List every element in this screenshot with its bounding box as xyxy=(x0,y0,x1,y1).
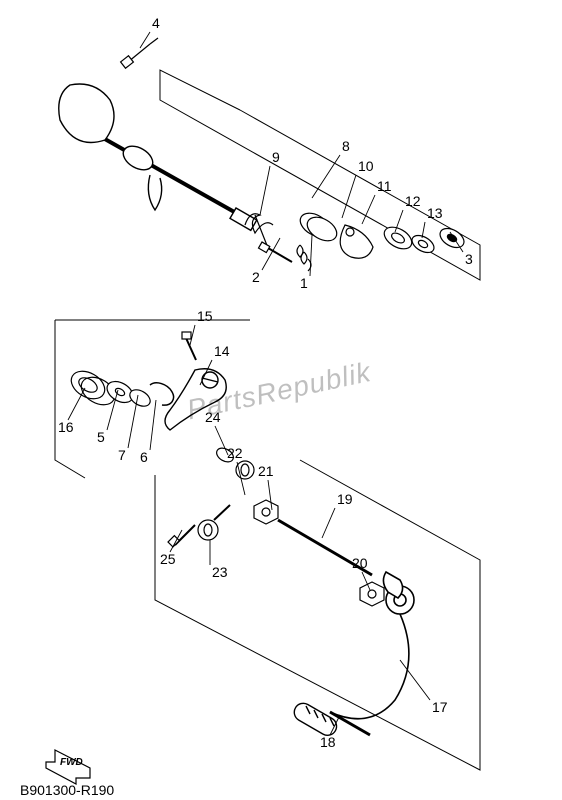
parts-diagram: FWD B901300-R190 PartsRepublik 123456789… xyxy=(0,0,562,800)
part-25-bolt xyxy=(168,525,195,547)
callout-number: 20 xyxy=(352,555,368,571)
part-21-nut xyxy=(254,500,278,524)
callout-number: 13 xyxy=(427,205,443,221)
callout-number: 10 xyxy=(358,158,374,174)
callout-number: 18 xyxy=(320,734,336,750)
callout-number: 14 xyxy=(214,343,230,359)
part-4-bolt xyxy=(121,38,158,68)
callout-leader xyxy=(128,395,138,448)
callout-number: 7 xyxy=(118,447,126,463)
callout-number: 15 xyxy=(197,308,213,324)
part-code-label: B901300-R190 xyxy=(20,782,114,798)
part-20-nut xyxy=(360,582,384,606)
part-11-stopper-lever xyxy=(340,225,373,258)
part-18-pedal-rubber xyxy=(291,700,340,739)
callout-number: 21 xyxy=(258,463,274,479)
callout-number: 3 xyxy=(465,251,473,267)
callout-number: 8 xyxy=(342,138,350,154)
callout-leader xyxy=(322,508,335,538)
part-10-collar xyxy=(296,208,341,245)
part-3-seal xyxy=(437,225,468,252)
callout-number: 22 xyxy=(227,445,243,461)
callout-leader xyxy=(422,222,425,238)
lower-frame-left xyxy=(55,320,85,478)
callout-number: 1 xyxy=(300,275,308,291)
part-23-balljoint xyxy=(198,505,230,540)
callout-leader xyxy=(342,175,356,218)
callout-number: 17 xyxy=(432,699,448,715)
callout-number: 19 xyxy=(337,491,353,507)
callout-leader xyxy=(68,388,85,420)
callout-number: 5 xyxy=(97,429,105,445)
callout-number: 2 xyxy=(252,269,260,285)
callout-number: 16 xyxy=(58,419,74,435)
callout-number: 25 xyxy=(160,551,176,567)
callout-number: 24 xyxy=(205,409,221,425)
callout-number: 4 xyxy=(152,15,160,31)
callout-number: 11 xyxy=(377,178,392,194)
callout-leader xyxy=(260,166,270,215)
shift-shaft-assy xyxy=(59,84,257,230)
callout-number: 6 xyxy=(140,449,148,465)
part-1-coil-spring xyxy=(297,245,311,271)
callout-number: 12 xyxy=(405,193,421,209)
callout-leader xyxy=(150,400,156,450)
part-15-bolt xyxy=(182,332,196,360)
callout-number: 9 xyxy=(272,149,280,165)
callout-leader xyxy=(312,155,340,198)
part-6-circlip xyxy=(150,383,174,405)
fwd-label: FWD xyxy=(60,757,83,768)
part-13-washer xyxy=(409,232,437,256)
callout-number: 23 xyxy=(212,564,228,580)
callout-leader xyxy=(310,235,312,276)
part-2-bolt xyxy=(259,242,293,262)
